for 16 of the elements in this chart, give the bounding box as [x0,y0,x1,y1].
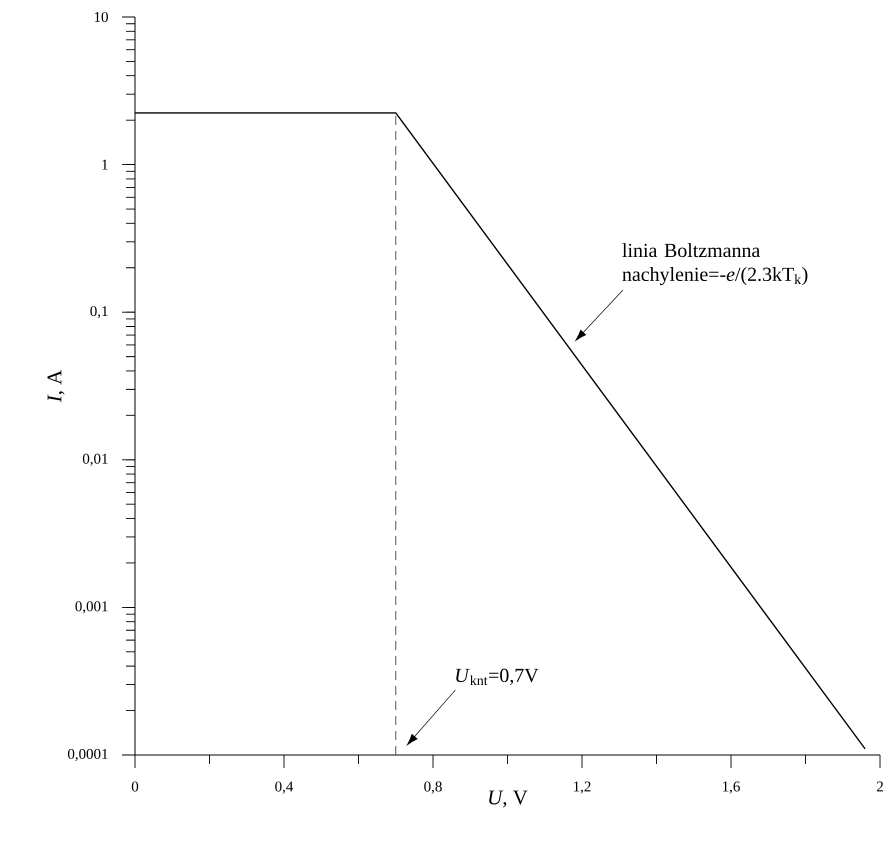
y-tick-label: 0,1 [90,306,108,318]
annotation: U$_{knt}$=0,7V [456,668,538,686]
x-tick-label: 2 [876,781,883,792]
y-tick-label: 10 [94,12,108,22]
x-axis-title: U, V [489,790,528,808]
x-tick-label: 1,6 [722,781,740,794]
y-axis-title: I, A [48,370,65,402]
y-tick-label: 0,001 [75,601,108,614]
x-tick-label: 0,8 [424,781,442,794]
x-tick-label: 1,2 [574,781,591,794]
y-tick-label: 0,0001 [68,748,108,762]
x-tick-label: 0 [132,781,138,792]
y-tick-label: 0,01 [82,454,108,466]
annotation: linia Boltzmanna nachylenie=-e/(2.3kT$_{k}$) [622,243,808,286]
y-tick-label: 1 [102,160,108,170]
x-tick-label: 0,4 [275,781,294,794]
